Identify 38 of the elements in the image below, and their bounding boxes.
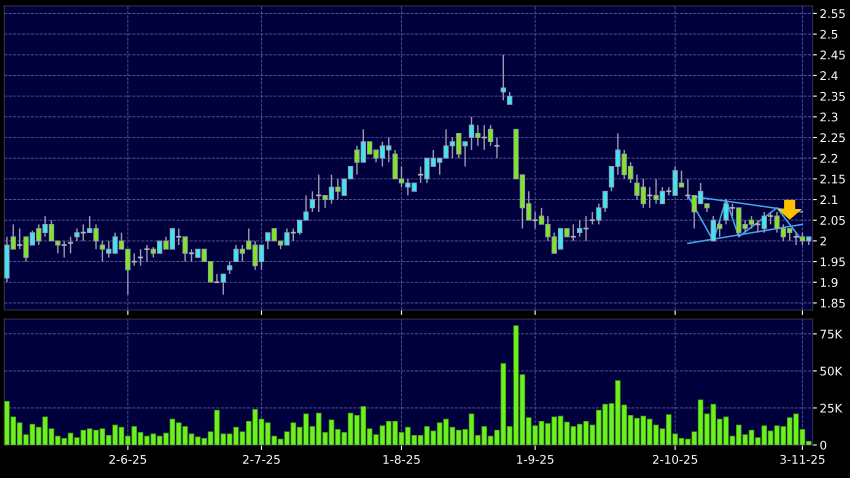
y-tick-label: 2.05 (820, 216, 845, 225)
y-tick-label: 50K (820, 366, 843, 376)
y-tick-label: 1.85 (820, 298, 845, 308)
y-tick-label: 25K (820, 404, 843, 413)
x-tick-label: 2-10-25 (652, 454, 698, 464)
candlestick (577, 220, 582, 238)
candlestick (182, 236, 188, 262)
y-tick-label: 2.4 (820, 71, 838, 80)
y-tick-label: 2.55 (820, 9, 845, 18)
y-tick-label: 1.95 (820, 257, 845, 266)
y-tick-label: 2.2 (820, 154, 838, 163)
x-tick-label: 3-11-25 (780, 454, 824, 464)
candlestick (500, 54, 506, 101)
y-tick-label: 2.3 (820, 112, 838, 122)
candlestick (507, 91, 512, 106)
x-tick-label: 2-6-25 (109, 454, 146, 464)
y-tick-label: 2.35 (820, 92, 845, 101)
candlestick (762, 211, 767, 234)
candlestick (723, 198, 729, 226)
x-tick-label: 2-7-25 (243, 454, 280, 464)
y-tick-label: 2 (820, 236, 826, 246)
y-tick-label: 2.45 (820, 50, 845, 60)
y-tick-label: 2.15 (820, 174, 845, 184)
candlestick (137, 248, 144, 266)
y-tick-label: 0 (820, 440, 826, 450)
y-tick-label: 1.9 (820, 278, 838, 287)
candlestick (310, 190, 316, 213)
candlestick (227, 260, 232, 275)
y-tick-label: 2.25 (820, 133, 845, 142)
y-tick-label: 2.5 (820, 30, 838, 39)
candlestick (488, 124, 494, 146)
x-tick-label: 1-8-25 (384, 454, 420, 464)
candlestick (74, 228, 80, 242)
candlestick (67, 236, 74, 254)
y-tick-label: 75K (820, 330, 843, 338)
candlestick (220, 273, 226, 296)
x-tick-label: 1-9-25 (517, 454, 554, 464)
y-tick-label: 2.1 (820, 195, 838, 204)
